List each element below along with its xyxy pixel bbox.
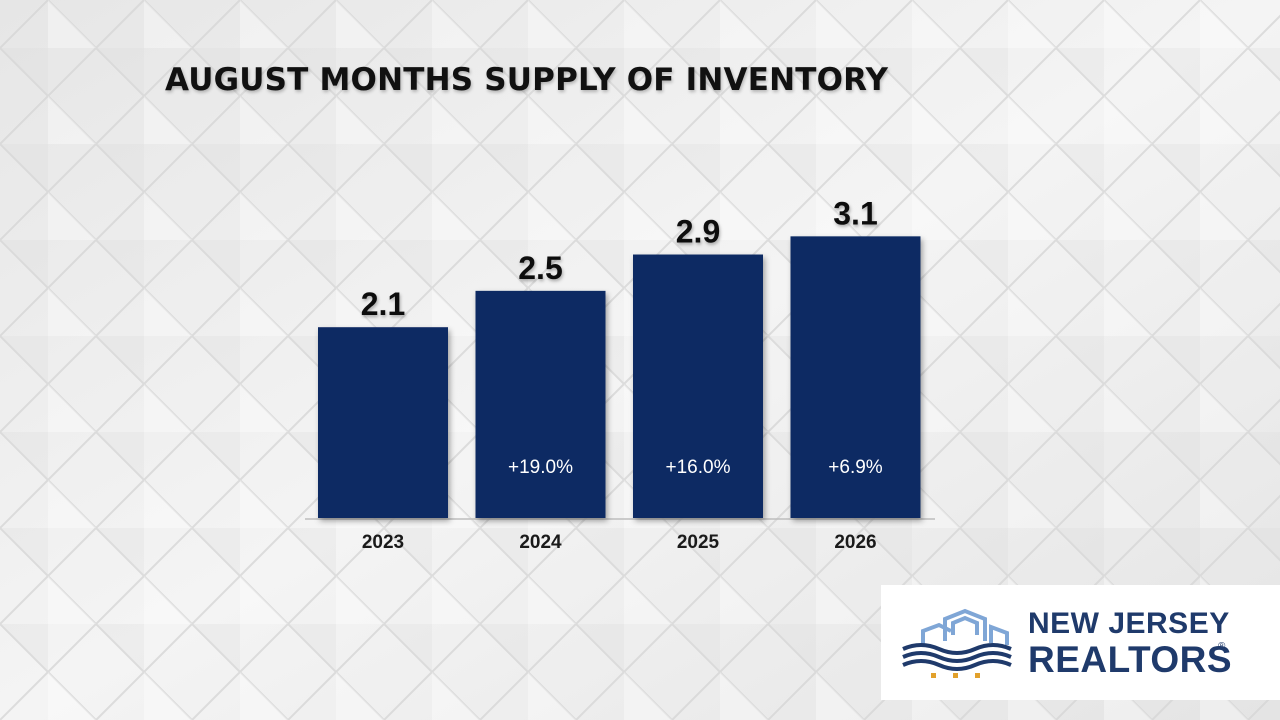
value-label-2024: 2.5	[518, 250, 562, 286]
value-label-2026: 3.1	[833, 195, 877, 231]
bar-2024	[475, 290, 606, 518]
x-tick-label-2024: 2024	[519, 532, 562, 553]
bar-2023	[318, 327, 448, 518]
registered-mark: ®	[1218, 641, 1226, 652]
bar-2026	[790, 236, 921, 519]
x-tick-label-2023: 2023	[362, 532, 404, 553]
x-tick-label-2025: 2025	[677, 532, 720, 553]
chart-title: AUGUST MONTHS SUPPLY OF INVENTORY	[165, 62, 889, 98]
value-label-2023: 2.1	[361, 286, 405, 322]
logo-line-realtors: REALTORS	[1028, 639, 1233, 680]
new-jersey-realtors-logo: NEW JERSEY REALTORS ®	[881, 585, 1280, 700]
logo-line-new-jersey: NEW JERSEY	[1028, 607, 1230, 640]
x-tick-label-2026: 2026	[834, 532, 876, 553]
logo-wordmark: NEW JERSEY REALTORS	[1028, 607, 1233, 680]
value-label-2025: 2.9	[676, 214, 720, 250]
skyline-waves-icon	[902, 608, 1012, 678]
change-label-2026: +6.9%	[828, 457, 883, 478]
change-label-2024: +19.0%	[508, 457, 573, 478]
change-label-2025: +16.0%	[666, 457, 731, 478]
bar-2025	[633, 254, 763, 518]
